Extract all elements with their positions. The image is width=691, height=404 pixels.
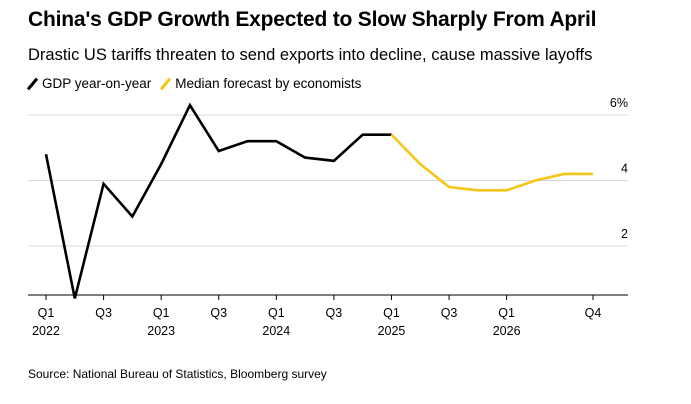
x-tick-label-5: Q3 [326, 306, 343, 320]
x-tick-label-4: Q1 [268, 306, 285, 320]
chart-legend: GDP year-on-year Median forecast by econ… [26, 76, 371, 91]
chart-title: China's GDP Growth Expected to Slow Shar… [28, 8, 597, 31]
series-layer [44, 102, 593, 299]
x-tick-label-3: Q3 [210, 306, 227, 320]
grid-layer [28, 114, 628, 247]
chart-source: Source: National Bureau of Statistics, B… [28, 367, 327, 381]
x-tick-label-8: Q1 [498, 306, 515, 320]
legend-item-forecast: Median forecast by economists [160, 76, 362, 91]
series-line-1 [390, 133, 593, 192]
x-tick-year-0: 2022 [32, 324, 60, 338]
x-tick-label-1: Q3 [95, 306, 112, 320]
legend-label-gdp: GDP year-on-year [42, 76, 152, 91]
x-tick-year-4: 2024 [262, 324, 290, 338]
legend-item-gdp: GDP year-on-year [26, 76, 152, 91]
x-axis [28, 294, 628, 300]
x-tick-year-2: 2023 [147, 324, 175, 338]
x-tick-year-6: 2025 [378, 324, 406, 338]
y-tick-label-6: 6% [610, 96, 628, 110]
series-line-0 [44, 102, 392, 299]
tick-labels: 2 4 6% Q1 2022 Q3 Q1 2023 Q3 Q1 2024 Q3 Q1 2025 Q3 Q1 20… [32, 96, 628, 338]
legend-label-forecast: Median forecast by economists [175, 76, 362, 91]
y-tick-label-2: 2 [621, 227, 628, 241]
y-tick-label-4: 4 [621, 162, 628, 176]
x-tick-label-7: Q3 [441, 306, 458, 320]
x-tick-label-0: Q1 [38, 306, 55, 320]
x-tick-label-6: Q1 [383, 306, 400, 320]
x-tick-label-9: Q4 [585, 306, 602, 320]
x-tick-year-8: 2026 [493, 324, 521, 338]
chart-subtitle: Drastic US tariffs threaten to send expo… [28, 46, 593, 64]
x-tick-label-2: Q1 [153, 306, 170, 320]
